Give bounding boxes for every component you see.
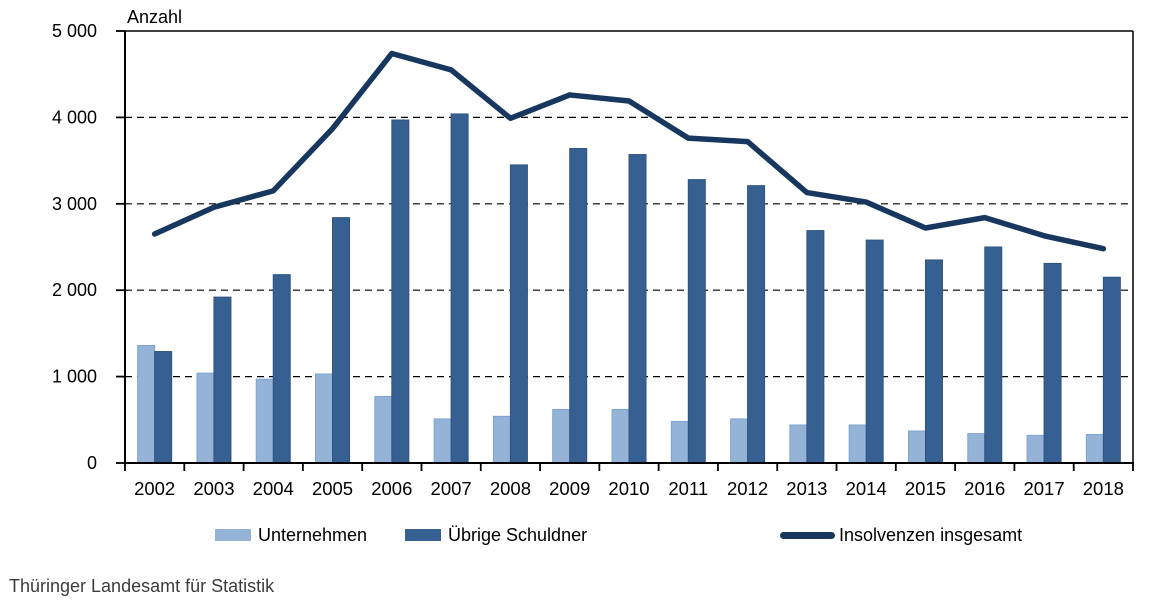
x-tick-label: 2015 bbox=[905, 478, 946, 499]
x-tick-label: 2009 bbox=[549, 478, 590, 499]
legend-label-insolvenzen-insgesamt: Insolvenzen insgesamt bbox=[839, 524, 1023, 545]
bar-unternehmen-2013 bbox=[789, 424, 808, 464]
bar-uebrige-schuldner-2007 bbox=[450, 113, 469, 464]
insolvenzen-insgesamt-line bbox=[151, 50, 1107, 252]
x-tick-label: 2002 bbox=[134, 478, 175, 499]
legend-item-uebrige-schuldner: Übrige Schuldner bbox=[405, 521, 587, 549]
x-tick-label: 2006 bbox=[371, 478, 412, 499]
x-tick-label: 2013 bbox=[786, 478, 827, 499]
source-attribution: Thüringer Landesamt für Statistik bbox=[9, 576, 275, 596]
x-tick-label: 2016 bbox=[964, 478, 1005, 499]
y-tick-label: 3 000 bbox=[52, 194, 97, 214]
bar-unternehmen-2015 bbox=[907, 430, 926, 464]
bar-uebrige-schuldner-2008 bbox=[509, 164, 528, 464]
x-tick-label: 2011 bbox=[668, 478, 708, 499]
bar-uebrige-schuldner-2003 bbox=[213, 296, 232, 464]
y-tick-label: 0 bbox=[87, 453, 97, 473]
x-tick-label: 2005 bbox=[312, 478, 353, 499]
legend-label-uebrige-schuldner: Übrige Schuldner bbox=[448, 524, 588, 545]
bar-uebrige-schuldner-2016 bbox=[984, 246, 1003, 464]
bar-uebrige-schuldner-2014 bbox=[865, 239, 884, 464]
bar-unternehmen-2002 bbox=[137, 344, 156, 464]
bar-uebrige-schuldner-2009 bbox=[569, 148, 588, 464]
bar-unternehmen-2010 bbox=[611, 408, 630, 464]
bar-unternehmen-2007 bbox=[433, 418, 452, 464]
y-tick-label: 2 000 bbox=[52, 280, 97, 300]
bar-unternehmen-2003 bbox=[196, 372, 215, 464]
bar-unternehmen-2004 bbox=[255, 378, 274, 464]
bar-unternehmen-2008 bbox=[492, 415, 511, 464]
bar-unternehmen-2014 bbox=[848, 424, 867, 464]
y-axis-title: Anzahl bbox=[127, 7, 183, 27]
bar-unternehmen-2012 bbox=[730, 418, 749, 464]
x-tick-label: 2007 bbox=[431, 478, 472, 499]
bar-unternehmen-2017 bbox=[1026, 434, 1045, 464]
x-tick-label: 2008 bbox=[490, 478, 531, 499]
bar-uebrige-schuldner-2018 bbox=[1102, 276, 1121, 464]
plot-area: 0 1 000 2 000 3 000 4 000 5 000 2002 2003 2004 20… bbox=[52, 21, 1134, 499]
bar-uebrige-schuldner-2010 bbox=[628, 154, 647, 464]
legend: Unternehmen Übrige Schuldner Insolvenzen… bbox=[0, 521, 1176, 551]
bar-unternehmen-2011 bbox=[670, 421, 689, 464]
legend-swatch-unternehmen-icon bbox=[215, 529, 251, 541]
x-tick-label: 2012 bbox=[727, 478, 768, 499]
x-tick-label: 2003 bbox=[193, 478, 234, 499]
y-tick-label: 1 000 bbox=[52, 367, 97, 387]
x-tick-label: 2004 bbox=[253, 478, 294, 499]
bar-uebrige-schuldner-2005 bbox=[332, 217, 351, 464]
bar-uebrige-schuldner-2017 bbox=[1043, 262, 1062, 464]
legend-swatch-uebrige-schuldner-icon bbox=[405, 529, 441, 541]
bar-uebrige-schuldner-2004 bbox=[272, 274, 291, 464]
legend-item-unternehmen: Unternehmen bbox=[215, 521, 367, 549]
bar-uebrige-schuldner-2011 bbox=[687, 179, 706, 464]
bar-unternehmen-2006 bbox=[374, 395, 393, 464]
bar-uebrige-schuldner-2013 bbox=[806, 230, 825, 464]
y-tick-label: 4 000 bbox=[52, 107, 97, 127]
legend-swatch-insolvenzen-line-icon bbox=[780, 531, 835, 539]
bar-unternehmen-2016 bbox=[967, 433, 986, 464]
bar-uebrige-schuldner-2015 bbox=[924, 259, 943, 464]
bar-unternehmen-2018 bbox=[1085, 433, 1104, 464]
x-tick-label: 2017 bbox=[1023, 478, 1064, 499]
legend-label-unternehmen: Unternehmen bbox=[258, 524, 368, 545]
x-tick-label: 2010 bbox=[608, 478, 649, 499]
x-tick-label: 2014 bbox=[846, 478, 887, 499]
bar-uebrige-schuldner-2012 bbox=[747, 185, 766, 464]
bar-uebrige-schuldner-2006 bbox=[391, 119, 410, 464]
bar-unternehmen-2009 bbox=[552, 408, 571, 464]
bar-unternehmen-2005 bbox=[315, 373, 334, 464]
x-tick-label: 2018 bbox=[1083, 478, 1124, 499]
y-tick-label: 5 000 bbox=[52, 21, 97, 41]
bar-uebrige-schuldner-2002 bbox=[154, 351, 173, 464]
legend-item-insolvenzen-insgesamt: Insolvenzen insgesamt bbox=[780, 521, 1022, 549]
